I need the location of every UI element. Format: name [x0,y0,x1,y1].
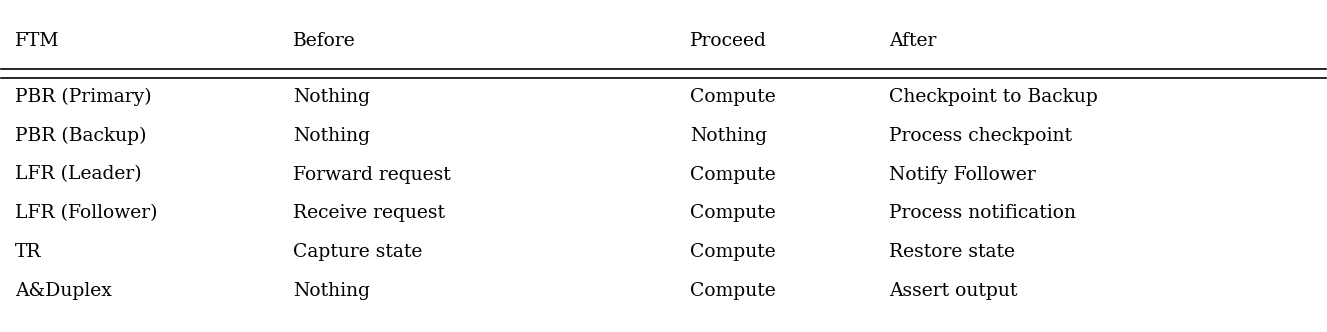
Text: PBR (Backup): PBR (Backup) [15,126,146,145]
Text: Nothing: Nothing [293,88,370,106]
Text: Assert output: Assert output [889,282,1016,300]
Text: Forward request: Forward request [293,166,450,184]
Text: Restore state: Restore state [889,243,1015,261]
Text: Process checkpoint: Process checkpoint [889,127,1072,145]
Text: Proceed: Proceed [690,32,767,50]
Text: LFR (Leader): LFR (Leader) [15,166,141,184]
Text: Compute: Compute [690,166,776,184]
Text: Compute: Compute [690,243,776,261]
Text: Checkpoint to Backup: Checkpoint to Backup [889,88,1097,106]
Text: PBR (Primary): PBR (Primary) [15,88,151,106]
Text: Compute: Compute [690,282,776,300]
Text: Compute: Compute [690,205,776,222]
Text: Receive request: Receive request [293,205,445,222]
Text: Notify Follower: Notify Follower [889,166,1035,184]
Text: Capture state: Capture state [293,243,422,261]
Text: Nothing: Nothing [690,127,767,145]
Text: Nothing: Nothing [293,127,370,145]
Text: A&Duplex: A&Duplex [15,282,111,300]
Text: FTM: FTM [15,32,60,50]
Text: Nothing: Nothing [293,282,370,300]
Text: After: After [889,32,936,50]
Text: TR: TR [15,243,41,261]
Text: Process notification: Process notification [889,205,1076,222]
Text: Before: Before [293,32,356,50]
Text: Compute: Compute [690,88,776,106]
Text: LFR (Follower): LFR (Follower) [15,205,157,222]
